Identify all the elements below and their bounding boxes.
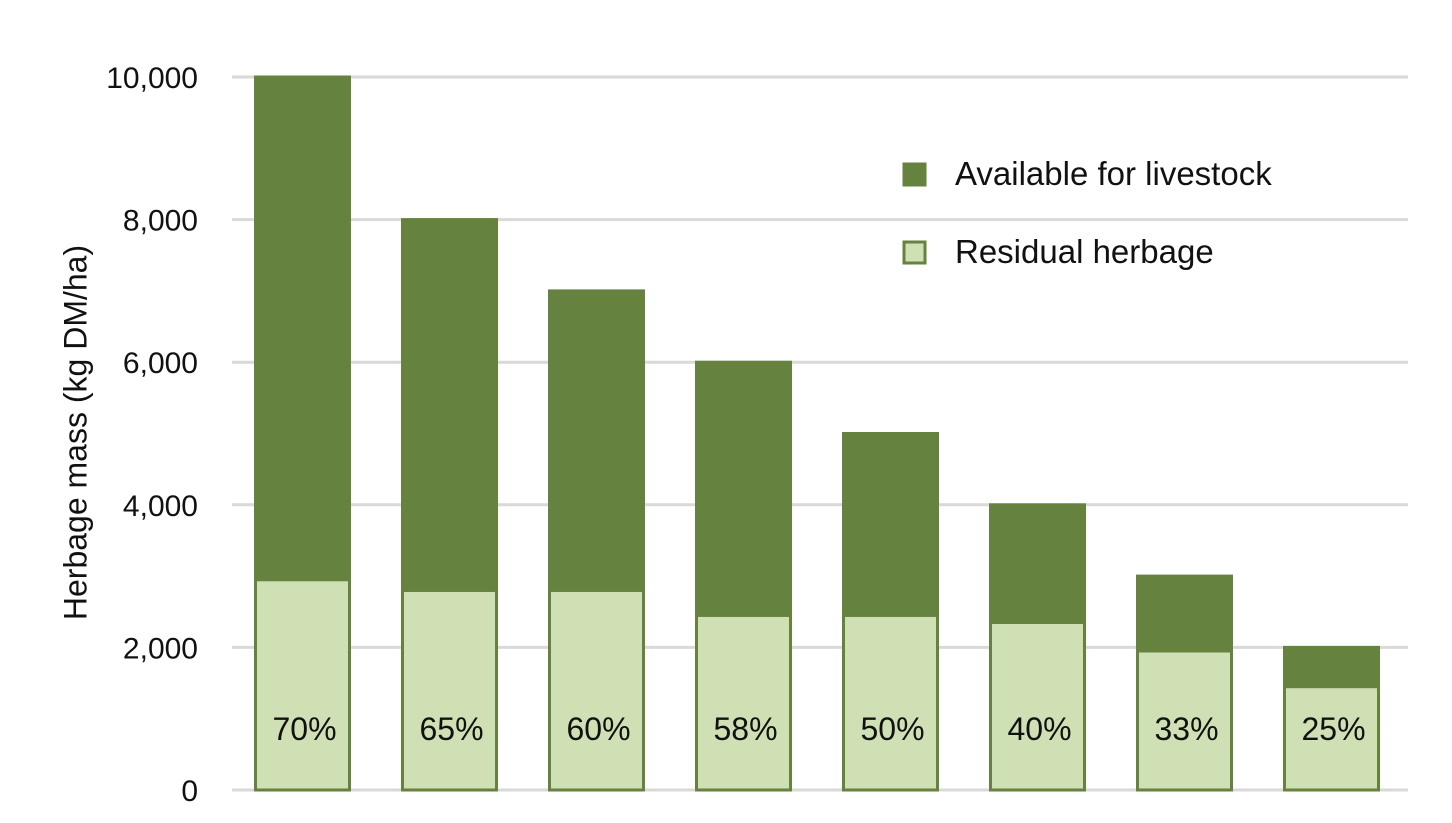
bar-segment-residual [1136,649,1233,792]
bar-segment-residual [548,588,645,792]
bar-percentage-label: 50% [860,711,924,747]
bar-segment-available [695,360,792,617]
bars [254,75,1380,792]
y-tick-label: 8,000 [123,205,198,238]
y-axis-title: Herbage mass (kg DM/ha) [57,245,93,620]
bar-segment-residual [1283,685,1380,792]
bar-segment-residual [254,578,351,792]
y-axis-ticks: 0 2,000 4,000 6,000 8,000 10,000 [106,62,198,808]
bar-segment-available [548,289,645,592]
bar-segment-residual [842,613,939,792]
y-tick-label: 6,000 [123,347,198,380]
bar-segment-residual [401,588,498,792]
bar-percentage-label: 25% [1301,711,1365,747]
y-tick-label: 0 [181,775,198,808]
bar-percentage-label: 65% [419,711,483,747]
bar-segment-available [1136,574,1233,653]
bar-percentage-label: 40% [1007,711,1071,747]
y-tick-label: 4,000 [123,490,198,523]
legend-label: Available for livestock [955,155,1272,192]
legend-swatch [902,162,927,187]
bar-percentage-label: 70% [272,711,336,747]
bar-percentage-label: 60% [566,711,630,747]
bar-percentage-label: 33% [1154,711,1218,747]
bar-segment-residual [989,620,1086,792]
legend-label: Residual herbage [955,233,1214,270]
bar-percentage-label: 58% [713,711,777,747]
bar-segment-available [254,75,351,582]
bar-segment-available [401,218,498,592]
bar-segment-available [989,503,1086,624]
legend-swatch [902,240,927,265]
bar-percentage-labels: 70% 65% 60% 58% 50% 40% 33% 25% [272,711,1365,747]
legend: Available for livestock Residual herbage [902,155,1272,270]
bar-segment-available [842,432,939,617]
bar-segment-available [1283,645,1380,689]
y-tick-label: 2,000 [123,632,198,665]
bar-segment-residual [695,613,792,792]
y-tick-label: 10,000 [106,62,198,95]
